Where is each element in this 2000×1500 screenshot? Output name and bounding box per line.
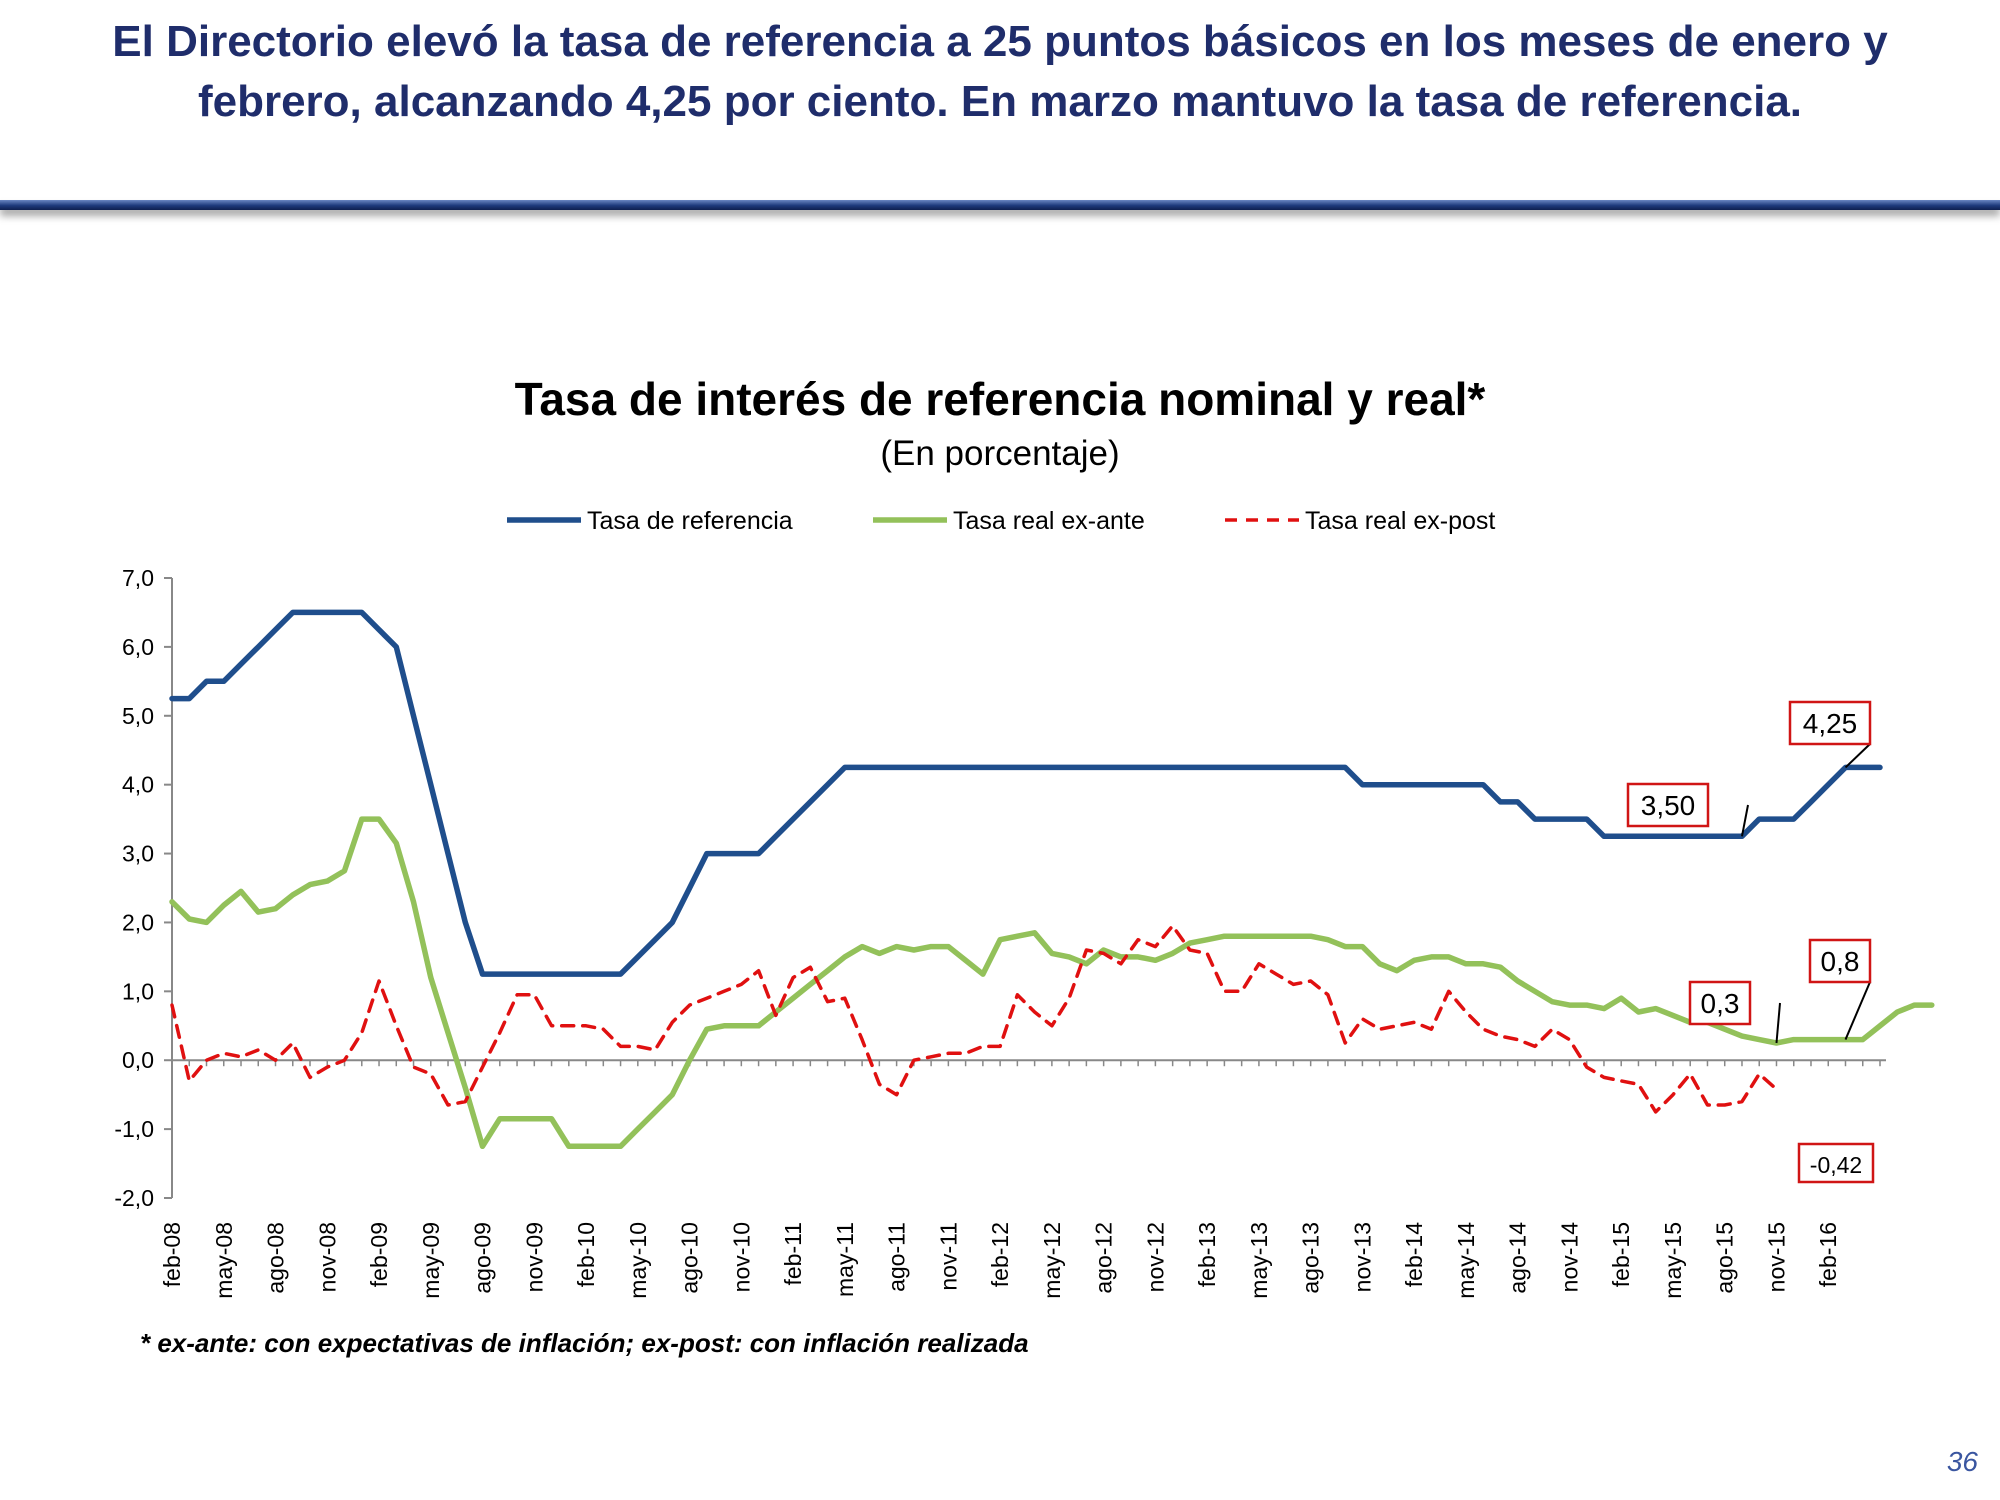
x-tick-label: may-11 [832, 1222, 858, 1297]
callout-box [1626, 782, 1710, 828]
y-tick-label: 3,0 [122, 841, 154, 867]
x-tick-label: nov-11 [935, 1222, 961, 1291]
chart-subtitle: (En porcentaje) [880, 434, 1120, 473]
legend-label-1: Tasa de referencia [587, 507, 793, 535]
x-tick-label: feb-12 [987, 1222, 1013, 1287]
callout-box [1788, 700, 1872, 746]
callout-label: 0,3 [1701, 988, 1740, 1019]
x-tick-label: feb-14 [1401, 1222, 1427, 1287]
x-tick-label: ago-09 [470, 1222, 496, 1294]
callout-box [1808, 938, 1872, 984]
x-tick-label: ago-12 [1091, 1222, 1117, 1294]
legend-label-2: Tasa real ex-ante [953, 507, 1145, 535]
x-tick-label: may-14 [1453, 1222, 1479, 1299]
callout-box [1688, 980, 1752, 1026]
x-tick-label: nov-14 [1556, 1222, 1582, 1293]
series-line-2 [169, 816, 1935, 1150]
y-tick-label: -2,0 [114, 1185, 154, 1211]
x-tick-label: may-10 [625, 1222, 651, 1299]
x-tick-label: nov-09 [521, 1222, 547, 1292]
chart-series [169, 609, 1935, 1150]
callout-leader [1844, 981, 1871, 1040]
chart-legend: Tasa de referencia Tasa real ex-ante Tasa … [507, 507, 1495, 535]
slide-headline: El Directorio elevó la tasa de referenci… [112, 17, 1888, 126]
x-tick-label: ago-15 [1712, 1222, 1738, 1294]
line-chart: Tasa de referencia Tasa real ex-ante Tasa … [114, 507, 1935, 1299]
x-tick-label: feb-10 [573, 1222, 599, 1287]
x-tick-label: ago-14 [1505, 1222, 1531, 1294]
x-tick-label: may-09 [418, 1222, 444, 1299]
y-tick-label: 6,0 [122, 634, 154, 660]
callout-label: -0,42 [1810, 1152, 1862, 1178]
y-tick-label: 5,0 [122, 703, 154, 729]
x-tick-label: ago-11 [884, 1222, 910, 1292]
header-divider [0, 200, 2000, 210]
series-line-1 [169, 609, 1883, 977]
x-tick-label: feb-11 [780, 1222, 806, 1286]
callout-label: 0,8 [1821, 946, 1860, 977]
page-number: 36 [1946, 1446, 1978, 1477]
callout-label: 3,50 [1641, 790, 1696, 821]
callout-leader [1775, 1002, 1781, 1044]
legend-label-3: Tasa real ex-post [1305, 507, 1495, 535]
x-tick-label: nov-15 [1763, 1222, 1789, 1292]
x-tick-label: may-13 [1246, 1222, 1272, 1299]
x-tick-label: ago-13 [1298, 1222, 1324, 1294]
x-tick-label: ago-10 [677, 1222, 703, 1294]
x-tick-label: feb-08 [159, 1222, 185, 1287]
callout-box [1797, 1142, 1875, 1184]
callout-leader [1844, 743, 1871, 769]
chart-callouts: 4,25 3,50 0,8 0,3 -0,42 [1626, 700, 1875, 1184]
x-tick-label: may-08 [211, 1222, 237, 1299]
x-tick-label: feb-09 [366, 1222, 392, 1287]
y-tick-label: -1,0 [114, 1116, 154, 1142]
x-tick-label: feb-16 [1815, 1222, 1841, 1287]
y-tick-label: 1,0 [122, 978, 154, 1004]
x-tick-label: nov-13 [1349, 1222, 1375, 1292]
callout-label: 4,25 [1803, 708, 1858, 739]
y-tick-label: 7,0 [122, 565, 154, 591]
series-line-3 [170, 924, 1779, 1114]
chart-title: Tasa de interés de referencia nominal y … [514, 373, 1486, 425]
x-tick-label: feb-13 [1194, 1222, 1220, 1287]
callout-leader [1740, 804, 1749, 837]
x-tick-label: nov-12 [1142, 1222, 1168, 1292]
x-tick-label: may-15 [1660, 1222, 1686, 1299]
x-tick-label: nov-10 [728, 1222, 754, 1292]
x-tick-label: ago-08 [263, 1222, 289, 1294]
y-tick-label: 4,0 [122, 772, 154, 798]
chart-footnote: * ex-ante: con expectativas de inflación… [140, 1328, 1029, 1358]
x-tick-label: feb-15 [1608, 1222, 1634, 1287]
x-tick-label: nov-08 [314, 1222, 340, 1292]
y-tick-label: 2,0 [122, 909, 154, 935]
y-tick-label: 0,0 [122, 1047, 154, 1073]
x-tick-label: may-12 [1039, 1222, 1065, 1299]
